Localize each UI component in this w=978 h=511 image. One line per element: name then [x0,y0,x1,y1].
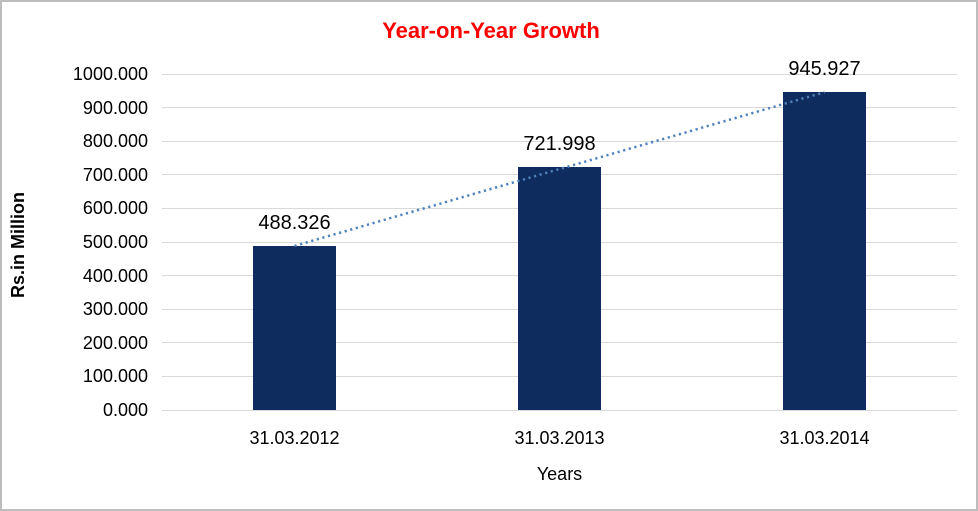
bar [253,245,336,410]
x-axis-tick-label: 31.03.2014 [779,428,870,448]
y-axis-tick-label: 300.000 [82,299,148,320]
bar [518,167,601,410]
y-axis-tick-label: 1000.000 [72,64,148,84]
bar-value-label: 488.326 [258,211,331,234]
y-axis-tick-label: 600.000 [82,198,148,219]
y-axis-tick-label: 400.000 [82,265,148,286]
bar-value-label: 945.927 [788,58,861,81]
y-axis-tick-label: 0.000 [102,400,148,420]
y-gridline [162,73,957,75]
y-axis-tick-label: 800.000 [82,131,148,152]
y-axis-tick-label: 700.000 [82,164,148,185]
y-axis-tick-label: 100.000 [82,366,148,387]
x-axis-tick-label: 31.03.2013 [514,428,605,448]
y-axis-tick-label: 900.000 [82,97,148,118]
bar-value-label: 721.998 [523,133,596,156]
chart-title: Year-on-Year Growth [382,18,600,43]
y-gridline [162,409,957,411]
x-axis-title: Years [536,464,583,484]
bar [783,92,866,410]
y-axis-tick-label: 500.000 [82,232,148,252]
y-axis-tick-label: 200.000 [82,332,148,353]
x-axis-tick-label: 31.03.2012 [249,428,340,448]
